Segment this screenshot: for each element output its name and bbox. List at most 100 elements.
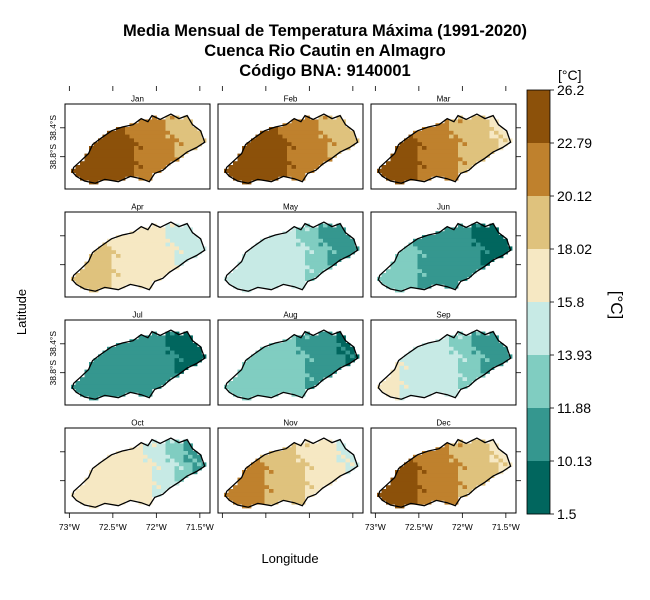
heat-cell	[489, 254, 495, 259]
heat-cell	[188, 231, 193, 236]
heat-cell	[156, 365, 162, 370]
heat-cell	[467, 454, 472, 459]
heat-cell	[269, 176, 274, 181]
heat-cell	[444, 362, 450, 367]
heat-cell	[143, 485, 148, 490]
heat-cell	[147, 119, 153, 124]
heat-cell	[282, 369, 288, 374]
heat-cell	[503, 346, 508, 351]
heat-cell	[444, 238, 450, 243]
heat-cell	[309, 462, 315, 467]
heat-cell	[471, 127, 477, 132]
heat-cell	[471, 470, 477, 475]
heat-cell	[318, 451, 324, 456]
heat-cell	[408, 269, 414, 274]
heat-cell	[350, 462, 355, 467]
heat-cell	[170, 439, 175, 444]
heat-cell	[458, 273, 463, 278]
heat-cell	[161, 454, 166, 459]
heat-cell	[462, 466, 468, 471]
heat-cell	[228, 168, 234, 173]
heat-cell	[156, 123, 162, 128]
heat-cell	[440, 473, 445, 478]
heat-cell	[111, 146, 117, 151]
heat-cell	[147, 343, 153, 348]
heat-cell	[462, 369, 468, 374]
heat-cell	[116, 280, 121, 285]
heat-cell	[476, 149, 481, 154]
heat-cell	[336, 454, 342, 459]
heat-cell	[102, 134, 108, 139]
heat-cell	[453, 273, 459, 278]
heat-cell	[449, 377, 454, 382]
heat-cell	[287, 250, 292, 255]
heat-cell	[242, 485, 247, 490]
heat-cell	[431, 365, 436, 370]
heat-cell	[80, 381, 85, 386]
heat-cell	[300, 443, 306, 448]
heat-cell	[422, 127, 427, 132]
heat-cell	[188, 358, 193, 363]
heat-cell	[138, 235, 144, 240]
heat-cell	[426, 481, 432, 486]
heat-cell	[246, 489, 252, 494]
heat-cell	[152, 223, 157, 228]
heat-cell	[156, 473, 162, 478]
heat-cell	[255, 477, 261, 482]
heat-cell	[116, 146, 121, 151]
heat-cell	[237, 176, 243, 181]
heat-cell	[260, 473, 265, 478]
heat-cell	[440, 485, 445, 490]
heat-cell	[395, 388, 400, 393]
heat-cell	[413, 381, 418, 386]
heat-cell	[143, 242, 148, 247]
heat-cell	[125, 254, 130, 259]
heat-cell	[116, 369, 121, 374]
heat-cell	[93, 161, 99, 166]
heat-cell	[408, 470, 414, 475]
heat-cell	[489, 458, 495, 463]
heat-cell	[233, 388, 238, 393]
heat-cell	[386, 485, 391, 490]
heat-cell	[255, 157, 261, 162]
heat-cell	[98, 168, 103, 173]
heat-cell	[467, 470, 472, 475]
heat-cell	[147, 335, 153, 340]
heat-cell	[467, 231, 472, 236]
heat-cell	[318, 269, 324, 274]
heat-cell	[156, 261, 162, 266]
heat-cell	[246, 149, 252, 154]
heat-cell	[399, 153, 405, 158]
heat-cell	[435, 343, 441, 348]
heat-cell	[467, 462, 472, 467]
heat-cell	[332, 146, 337, 151]
heat-cell	[138, 362, 144, 367]
heat-cell	[417, 284, 423, 289]
heat-cell	[291, 242, 297, 247]
heat-cell	[98, 250, 103, 255]
heat-cell	[449, 134, 454, 139]
heat-cell	[404, 373, 409, 378]
heat-cell	[431, 149, 436, 154]
heat-cell	[278, 485, 283, 490]
heat-cell	[273, 496, 279, 501]
heat-cell	[170, 365, 175, 370]
heat-cell	[300, 462, 306, 467]
heat-cell	[147, 153, 153, 158]
heat-cell	[462, 146, 468, 151]
heat-cell	[192, 134, 198, 139]
heat-cell	[98, 149, 103, 154]
heat-cell	[390, 373, 396, 378]
heat-cell	[134, 462, 139, 467]
heat-cell	[255, 149, 261, 154]
heat-cell	[116, 381, 121, 386]
heat-cell	[260, 284, 265, 289]
heat-cell	[399, 250, 405, 255]
heat-cell	[318, 134, 324, 139]
heat-cell	[98, 165, 103, 170]
heat-cell	[494, 354, 499, 359]
heat-cell	[458, 242, 463, 247]
heat-cell	[485, 365, 490, 370]
heat-cell	[138, 373, 144, 378]
heat-cell	[116, 134, 121, 139]
